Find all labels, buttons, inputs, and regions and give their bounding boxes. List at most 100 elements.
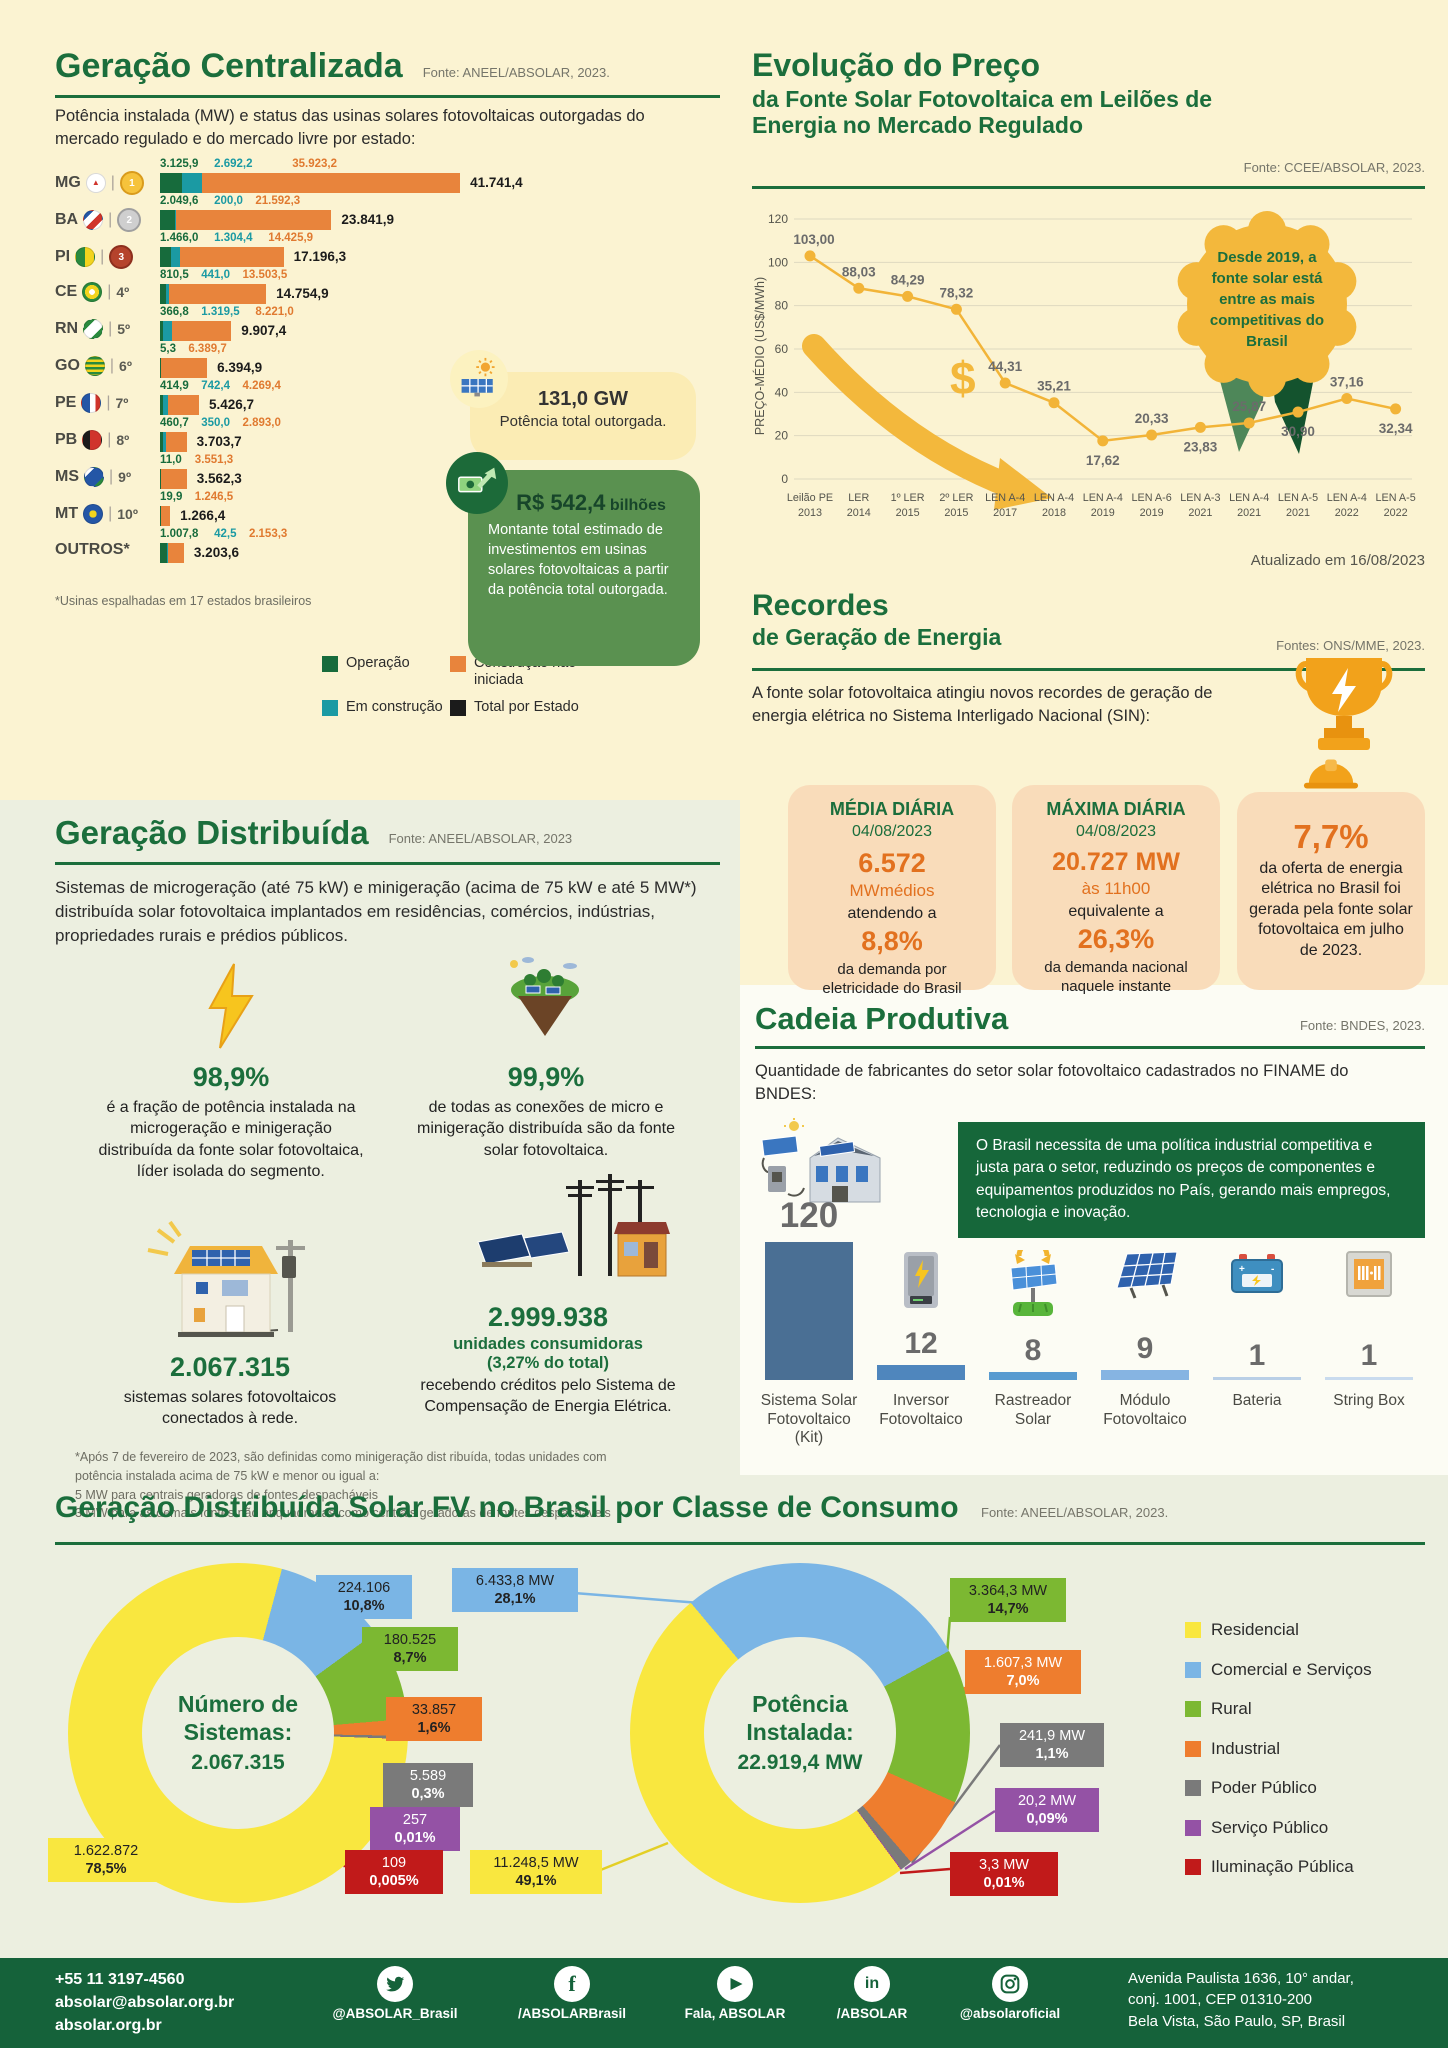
twitter-icon[interactable]: [377, 1966, 413, 2002]
value-label: 2.049,6: [160, 195, 199, 207]
gold-medal-icon: 1: [119, 171, 144, 195]
hard-hat-icon: [1302, 756, 1360, 792]
battery-icon: + -: [1227, 1250, 1287, 1296]
bar: [765, 1242, 853, 1380]
investment-text: Montante total estimado de investimentos…: [488, 522, 669, 598]
value-label: 200,0: [214, 195, 243, 207]
svg-text:LEN A-4: LEN A-4: [1327, 492, 1367, 504]
state-flag-icon: [82, 282, 103, 302]
stacked-bar: [160, 358, 208, 378]
legend-swatch: [1185, 1740, 1201, 1757]
state-row: BA | 2 2.049,6 200,0 21.592,3 23.841,9: [55, 195, 720, 232]
value-label: 42,5: [214, 528, 237, 540]
separator: |: [110, 174, 115, 191]
section-title: Geração Distribuída Solar FV no Brasil p…: [55, 1491, 959, 1524]
section-subtitle-line: Energia no Mercado Regulado: [752, 112, 1083, 139]
stat-text: é a fração de potência instalada na micr…: [98, 1099, 364, 1180]
legend-label: Comercial e Serviços: [1211, 1659, 1372, 1679]
source-label: Fonte: ANEEL/ABSOLAR, 2023.: [422, 64, 610, 80]
total-label: 9.907,4: [241, 323, 287, 338]
card-tail-text: da demanda por eletricidade do Brasil: [822, 961, 962, 998]
social-handle: /ABSOLAR: [836, 2006, 908, 2021]
source-label: Fonte: ANEEL/ABSOLAR, 2023.: [981, 1505, 1169, 1520]
class-legend-item: Iluminação Pública: [1185, 1857, 1354, 1877]
point-label: 78,32: [940, 285, 974, 300]
state-label: MG ▲ | 1: [55, 171, 157, 195]
section-subtitle: Potência instalada (MW) e status das usi…: [55, 107, 645, 149]
slice-percent: 0,09%: [1026, 1811, 1068, 1828]
value-label: 2.893,0: [242, 417, 281, 429]
silver-medal-icon: 2: [117, 208, 142, 232]
state-code: OUTROS*: [55, 541, 130, 558]
instagram-icon[interactable]: [992, 1966, 1028, 2002]
svg-text:LEN A-4: LEN A-4: [1034, 492, 1074, 504]
source-label: Fonte: ANEEL/ABSOLAR, 2023: [388, 830, 573, 846]
point-label: 88,03: [842, 264, 876, 279]
updated-label: Atualizado em 16/08/2023: [1250, 552, 1425, 569]
slice-percent: 28,1%: [494, 1591, 536, 1608]
class-legend-item: Poder Público: [1185, 1778, 1317, 1798]
svg-text:LEN A-4: LEN A-4: [985, 492, 1025, 504]
separator: |: [100, 248, 105, 265]
card-big-value: 6.572: [858, 848, 926, 878]
supply-chain-section: Cadeia Produtiva Fonte: BNDES, 2023.: [755, 1002, 1425, 1036]
supply-chain-intro: Quantidade de fabricantes do setor solar…: [755, 1062, 1349, 1104]
separator: |: [109, 468, 114, 485]
lightning-icon: [198, 962, 262, 1050]
title-underline: [55, 862, 720, 865]
section-title: Evolução do Preço: [752, 47, 1041, 83]
data-point: [1194, 421, 1206, 433]
social-link-linkedin[interactable]: in/ABSOLAR: [797, 1966, 947, 2021]
svg-text:2013: 2013: [798, 507, 822, 519]
state-flag-icon: [84, 356, 105, 376]
social-link-facebook[interactable]: f/ABSOLARBrasil: [497, 1966, 647, 2021]
daily-average-card: MÉDIA DIÁRIA 04/08/2023 6.572 MWmédios a…: [788, 785, 996, 997]
footer-email[interactable]: absolar@absolar.org.br: [55, 1994, 235, 2012]
class-legend-item: Industrial: [1185, 1739, 1280, 1759]
total-label: 6.394,9: [217, 360, 263, 375]
value-label: 350,0: [201, 417, 231, 429]
card-percent: 26,3%: [1077, 924, 1155, 954]
point-label: 17,62: [1086, 453, 1120, 468]
segment-ec: [174, 210, 177, 230]
state-row: GO | 6º 5,3 6.389,7 6.394,9: [55, 343, 720, 380]
point-label: 25,87: [1232, 399, 1266, 414]
social-link-instagram[interactable]: @absolaroficial: [935, 1966, 1085, 2021]
svg-text:competitivas do: competitivas do: [1210, 312, 1324, 329]
class-legend-item: Rural: [1185, 1699, 1252, 1719]
state-rank: 5º: [117, 321, 131, 337]
section-title: Recordes: [752, 589, 889, 622]
legend-item: Operação: [322, 655, 472, 672]
svg-text:2014: 2014: [847, 507, 871, 519]
data-point: [853, 282, 865, 294]
social-link-youtube[interactable]: Fala, ABSOLAR: [660, 1966, 810, 2021]
svg-text:2015: 2015: [944, 507, 968, 519]
linkedin-icon[interactable]: in: [854, 1966, 890, 2002]
segment-ni: [165, 432, 187, 452]
state-code: GO: [55, 357, 80, 374]
slice-percent: 0,005%: [369, 1873, 419, 1890]
state-rank: 8º: [116, 432, 130, 448]
facebook-icon[interactable]: f: [554, 1966, 590, 2002]
point-label: 30,90: [1281, 424, 1315, 439]
floating-island-icon: [500, 952, 590, 1044]
value-label: 21.592,3: [255, 195, 301, 207]
slice-percent: 0,01%: [394, 1830, 436, 1847]
card-big-value: 20.727 MW: [1052, 848, 1180, 876]
social-link-twitter[interactable]: @ABSOLAR_Brasil: [320, 1966, 470, 2021]
data-point: [1390, 403, 1402, 415]
state-code: PB: [55, 431, 78, 448]
svg-text:fonte solar está: fonte solar está: [1212, 270, 1324, 287]
stacked-bar: [160, 395, 199, 415]
data-point: [1341, 392, 1353, 404]
bar-label: Módulo Fotovoltaico: [1103, 1392, 1187, 1428]
svg-text:2015: 2015: [896, 507, 920, 519]
footer-website[interactable]: absolar.org.br: [55, 2017, 162, 2035]
data-point: [1292, 406, 1304, 418]
title-underline: [755, 1046, 1425, 1049]
stringbox-icon: [1339, 1250, 1399, 1298]
bar-label: Sistema Solar Fotovoltaico (Kit): [760, 1392, 858, 1447]
youtube-icon[interactable]: [717, 1966, 753, 2002]
inverter-icon: [891, 1250, 951, 1312]
